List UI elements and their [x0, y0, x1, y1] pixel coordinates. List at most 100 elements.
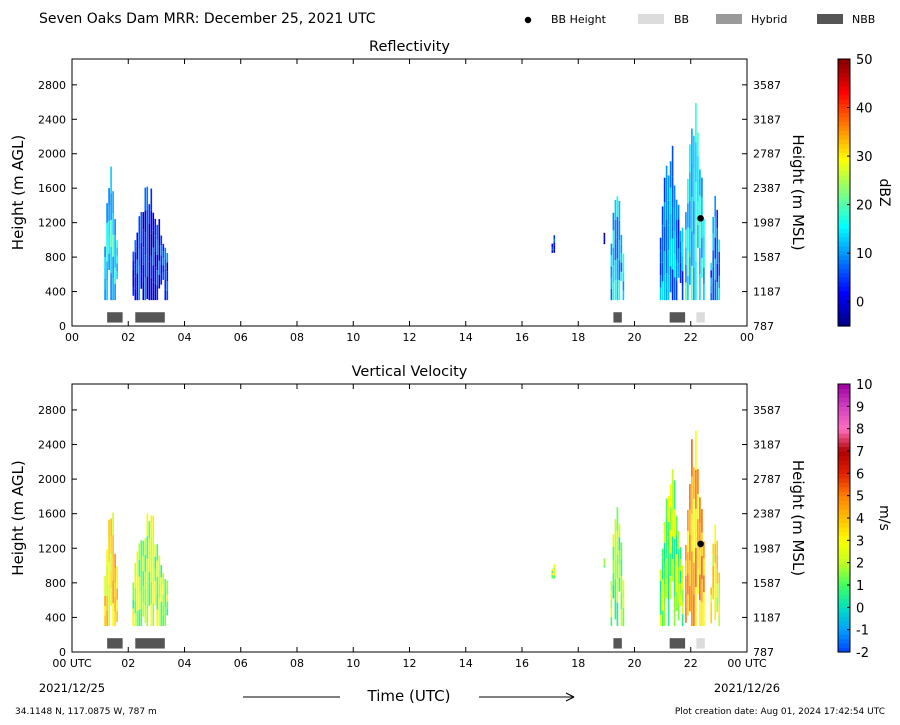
echo-cell: [166, 290, 169, 301]
echo-cell: [110, 193, 112, 220]
echo-cell: [136, 246, 139, 260]
echo-cell: [659, 603, 662, 615]
echo-cell: [106, 595, 108, 611]
echo-cell: [699, 169, 701, 196]
echo-cell: [144, 538, 147, 555]
echo-cell: [671, 536, 674, 560]
echo-cell: [106, 580, 108, 596]
echo-cell: [620, 234, 623, 245]
colorbar-segment: [838, 125, 850, 131]
colorbar-segment: [838, 170, 850, 176]
x-tick-label: 12: [403, 657, 417, 670]
echo-cell: [687, 573, 689, 595]
echo-cell: [667, 200, 670, 226]
y-right-tick-label: 1587: [753, 577, 781, 590]
echo-cell: [158, 219, 161, 233]
echo-cell: [612, 265, 615, 283]
colorbar-tick-label: 7: [856, 445, 864, 460]
echo-cell: [667, 175, 670, 201]
echo-cell: [701, 217, 703, 238]
echo-region-7: [710, 524, 720, 627]
echo-cell: [661, 610, 664, 627]
colorbar-segment: [838, 139, 850, 145]
echo-cell: [164, 258, 167, 269]
colorbar-segment: [838, 522, 850, 528]
echo-cell: [551, 245, 554, 248]
echo-cell: [551, 243, 554, 246]
colorbar-segment: [838, 388, 850, 394]
colorbar-segment: [838, 116, 850, 122]
x-tick-label: 02: [121, 657, 135, 670]
colorbar-segment: [838, 464, 850, 470]
echo-cell: [663, 584, 666, 606]
echo-cell: [675, 592, 678, 612]
echo-cell: [132, 278, 135, 287]
echo-cell: [718, 594, 720, 605]
echo-cell: [142, 571, 145, 587]
echo-cell: [703, 267, 705, 284]
echo-cell: [661, 548, 664, 565]
echo-cell: [679, 594, 682, 607]
colorbar-segment: [838, 567, 850, 573]
echo-cell: [112, 512, 114, 536]
echo-cell: [659, 275, 662, 288]
colorbar-segment: [838, 437, 850, 443]
colorbar-segment: [838, 625, 850, 631]
colorbar-tick-label: 0: [856, 601, 864, 616]
echo-cell: [679, 262, 682, 273]
x-tick-label: 20: [628, 657, 642, 670]
echo-cell: [618, 537, 621, 551]
echo-cell: [106, 242, 108, 262]
echo-region-0: [104, 512, 118, 627]
echo-cell: [140, 227, 143, 243]
y-tick-label: 1600: [38, 508, 66, 521]
echo-cell: [667, 600, 670, 626]
echo-cell: [661, 262, 664, 282]
echo-cell: [553, 242, 556, 246]
echo-cell: [614, 539, 617, 560]
echo-cell: [146, 581, 149, 604]
echo-cell: [612, 247, 615, 266]
echo-cell: [116, 566, 118, 578]
precip-type-legend: BB Height BB Hybrid NBB: [524, 13, 875, 26]
echo-region-5: [659, 469, 684, 627]
echo-cell: [132, 591, 135, 600]
echo-cell: [618, 280, 621, 301]
y-right-tick-label: 3587: [753, 404, 781, 417]
echo-cell: [671, 559, 674, 582]
x-tick-label: 06: [234, 657, 248, 670]
echo-cell: [659, 262, 662, 276]
echo-cell: [620, 609, 623, 626]
echo-cell: [687, 509, 689, 531]
echo-cell: [148, 588, 151, 606]
echo-cell: [693, 234, 695, 268]
colorbar-frame: [837, 58, 851, 327]
x-tick-label: 14: [459, 657, 473, 670]
echo-cell: [553, 249, 556, 253]
echo-cell: [162, 594, 165, 605]
echo-cell: [553, 570, 556, 573]
echo-cell: [138, 543, 141, 560]
colorbar-segment: [838, 629, 850, 635]
echo-cell: [685, 282, 687, 301]
echo-cell: [689, 585, 691, 612]
echo-cell: [146, 603, 149, 627]
echo-cell: [112, 234, 114, 257]
echo-cell: [551, 247, 554, 250]
echo-cell: [132, 617, 135, 626]
colorbar-segment: [838, 544, 850, 550]
echo-cell: [693, 562, 695, 595]
echo-cell: [612, 230, 615, 248]
echo-cell: [681, 614, 684, 627]
echo-cell: [614, 599, 617, 620]
echo-cell: [665, 538, 668, 559]
echo-cell: [152, 247, 155, 266]
echo-region-7: [710, 195, 720, 301]
colorbar-segment: [838, 598, 850, 604]
echo-cell: [659, 250, 662, 263]
y-axis-label: Height (m AGL): [9, 460, 27, 575]
legend-marker-bb: [638, 14, 664, 24]
colorbar-tick-label: 4: [856, 512, 864, 527]
echo-cell: [679, 241, 682, 252]
colorbar-segment: [838, 540, 850, 546]
